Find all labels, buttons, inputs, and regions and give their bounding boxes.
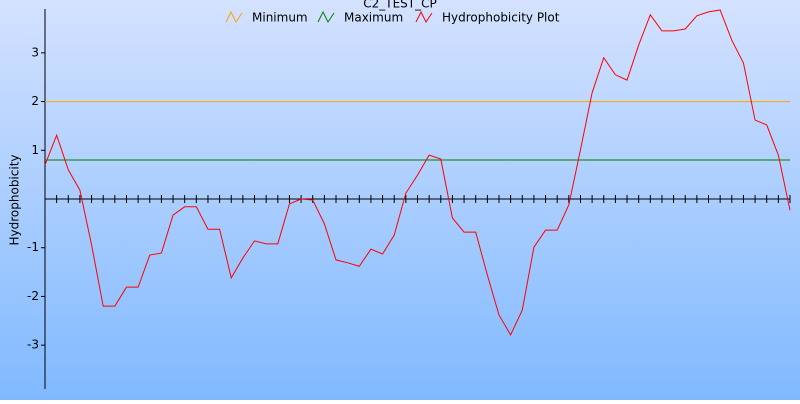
- y-axis-label: Hydrophobicity: [8, 154, 22, 245]
- y-tick-label: -1: [27, 240, 39, 254]
- legend-icon: [415, 10, 433, 23]
- legend-icon: [225, 10, 243, 23]
- y-tick-label: -2: [27, 289, 39, 303]
- legend-label: Hydrophobicity Plot: [442, 11, 560, 25]
- y-tick-label: -3: [27, 338, 39, 352]
- legend-label: Maximum: [344, 11, 403, 25]
- y-tick-label: 1: [31, 143, 39, 157]
- legend-icon: [317, 10, 335, 23]
- y-tick-label: 3: [31, 45, 39, 59]
- y-tick-label: 2: [31, 94, 39, 108]
- chart-title: C2_TEST_CP: [363, 0, 437, 11]
- legend-label: Minimum: [252, 11, 308, 25]
- data-line: [44, 9, 791, 336]
